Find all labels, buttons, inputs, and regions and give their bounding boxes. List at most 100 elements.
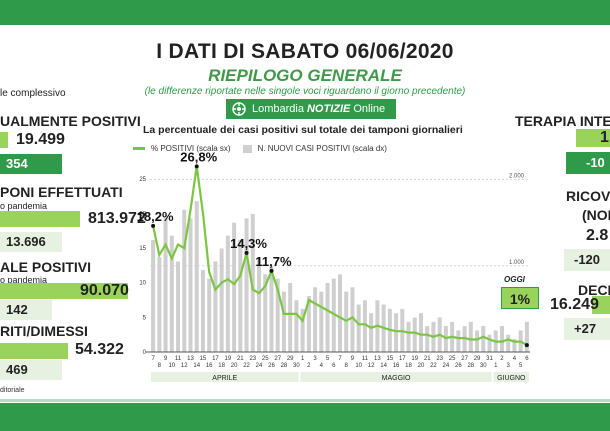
bar	[257, 257, 262, 352]
bar	[524, 321, 529, 352]
x-tick-label: 10	[355, 363, 362, 369]
terapia-value: 1	[600, 129, 609, 146]
bar	[325, 283, 330, 352]
guariti-delta: 469	[0, 360, 62, 380]
y-left-tick-label: 5	[143, 315, 147, 321]
terapia-delta: -10	[566, 152, 610, 174]
deceduti-value: 16.249	[550, 296, 599, 313]
x-tick-label: 13	[374, 356, 381, 362]
annotation-label: 14,3%	[230, 236, 267, 251]
legend-bar-label: N. NUOVI CASI POSITIVI (scala dx)	[257, 144, 387, 153]
bar	[319, 291, 324, 352]
x-tick-label: 27	[274, 356, 281, 362]
ricoverati-value: 2.8	[586, 227, 609, 244]
bar	[406, 321, 411, 352]
bar	[300, 308, 305, 352]
bar	[356, 304, 361, 352]
brand-logo: Lombardia NOTIZIE Online	[226, 99, 396, 119]
rose-logo-icon	[232, 102, 246, 116]
today-value: 1%	[501, 287, 539, 309]
x-tick-label: 14	[193, 363, 200, 369]
bar	[275, 278, 280, 352]
bar	[194, 201, 199, 352]
page-note: (le differenze riportate nelle singole v…	[144, 86, 466, 97]
x-tick-label: 16	[206, 363, 213, 369]
bar	[306, 295, 311, 352]
x-tick-label: 3	[507, 363, 511, 369]
x-tick-label: 3	[313, 356, 317, 362]
x-tick-label: 24	[256, 363, 263, 369]
x-tick-label: 2	[307, 363, 311, 369]
x-tick-label: 18	[218, 363, 225, 369]
bar	[425, 326, 430, 352]
logo-text-2: NOTIZIE	[306, 103, 351, 115]
guariti-value: 54.322	[75, 341, 124, 358]
terapia-label: TERAPIA INTEN	[515, 113, 610, 129]
top-band	[0, 0, 610, 25]
x-tick-label: 26	[268, 363, 275, 369]
bar	[475, 330, 480, 352]
x-tick-label: 29	[287, 356, 294, 362]
bar	[362, 300, 367, 352]
guariti-label: RITI/DIMESSI	[0, 323, 88, 339]
x-tick-label: 17	[399, 356, 406, 362]
bar	[157, 257, 162, 352]
x-tick-label: 24	[443, 363, 450, 369]
bar	[456, 330, 461, 352]
x-tick-label: 1	[301, 356, 305, 362]
tamponi-delta: 13.696	[0, 232, 62, 252]
x-tick-label: 12	[181, 363, 188, 369]
x-tick-label: 26	[455, 363, 462, 369]
totale-value: 90.070	[80, 282, 129, 299]
legend-bar-swatch	[242, 144, 252, 153]
bar	[244, 218, 249, 352]
bottom-band	[0, 403, 610, 431]
bar	[232, 222, 237, 352]
bar	[207, 278, 212, 352]
y-left-tick-label: 0	[143, 350, 147, 356]
x-tick-label: 7	[338, 356, 342, 362]
attualmente-bar	[0, 132, 8, 148]
deceduti-label: DECE	[578, 282, 610, 298]
bar	[263, 274, 268, 352]
ricoverati-label-2: (NON	[582, 207, 610, 223]
x-tick-label: 20	[231, 363, 238, 369]
bar	[225, 235, 230, 352]
bar	[468, 321, 473, 352]
month-label: GIUGNO	[497, 375, 526, 382]
month-band	[493, 372, 529, 382]
x-tick-label: 21	[424, 356, 431, 362]
x-tick-label: 23	[249, 356, 256, 362]
annotation-dot	[269, 268, 274, 273]
bar	[294, 300, 299, 352]
bar	[151, 239, 156, 352]
attualmente-value: 19.499	[16, 131, 65, 148]
percent-line	[152, 166, 528, 347]
x-tick-label: 5	[519, 363, 523, 369]
logo-text-1: Lombardia	[252, 103, 304, 115]
x-tick-label: 28	[281, 363, 288, 369]
y-left-tick-label: 25	[139, 177, 146, 183]
x-tick-label: 9	[351, 356, 355, 362]
bar	[331, 278, 336, 352]
x-tick-label: 6	[525, 356, 529, 362]
bar	[281, 291, 286, 352]
bar	[487, 334, 492, 352]
bar	[288, 283, 293, 352]
x-tick-label: 11	[362, 356, 369, 362]
x-tick-label: 22	[430, 363, 437, 369]
y-right-tick-label: 2.000	[509, 174, 525, 180]
x-tick-label: 30	[480, 363, 487, 369]
bar	[506, 334, 511, 352]
bar	[213, 261, 218, 352]
legend-line-swatch	[133, 147, 145, 150]
bar	[269, 265, 274, 352]
tamponi-bar	[0, 211, 80, 227]
x-tick-label: 8	[158, 363, 162, 369]
annotation-label: 18,2%	[137, 209, 174, 224]
x-tick-label: 6	[332, 363, 336, 369]
bar	[394, 313, 399, 352]
totale-label: ALE POSITIVI	[0, 259, 92, 275]
x-tick-label: 2	[500, 356, 504, 362]
